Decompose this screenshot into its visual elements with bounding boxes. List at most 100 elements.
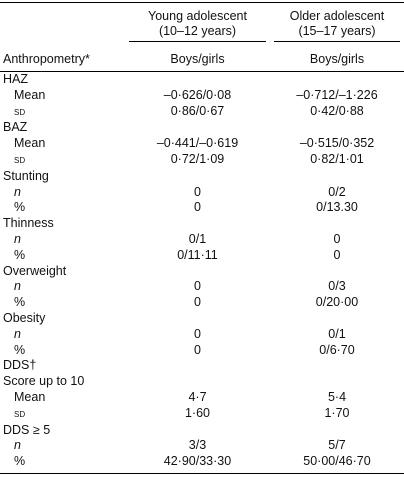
data-row: n 0 0/3: [0, 279, 404, 295]
cell: 0·82/1·01: [310, 152, 364, 167]
row-label-text: %: [14, 295, 26, 310]
empty-cell: [125, 72, 270, 88]
data-row: Mean 4·7 5·4: [0, 390, 404, 406]
subheader-row: Anthropometry* Boys/girls Boys/girls: [0, 42, 404, 72]
empty-cell: [125, 311, 270, 327]
row-label: Stunting: [0, 169, 125, 185]
cell: 0: [333, 231, 341, 246]
data-row: % 42·90/33·30 50·00/46·70: [0, 454, 404, 474]
empty-cell: [270, 72, 404, 88]
section-row: Obesity: [0, 311, 404, 327]
empty-cell: [270, 264, 404, 280]
empty-cell: [270, 311, 404, 327]
row-label-text: sd: [14, 407, 26, 420]
header-row: Young adolescent (10–12 years) Older adol…: [0, 2, 404, 42]
cell: 5·4: [327, 389, 347, 404]
cell: 1·70: [324, 406, 350, 421]
empty-cell: [270, 423, 404, 439]
empty-cell: [125, 216, 270, 232]
row-label-text: Stunting: [3, 168, 49, 183]
row-label: %: [0, 454, 125, 474]
column-title: Young adolescent: [148, 9, 247, 23]
data-table: Young adolescent (10–12 years) Older adol…: [0, 2, 404, 474]
cell: 0: [194, 326, 201, 341]
row-label-text: BAZ: [3, 120, 28, 135]
cell: –0·441/–0·619: [156, 136, 239, 151]
empty-cell: [270, 358, 404, 374]
row-label-text: %: [14, 247, 26, 262]
row-label-text: n: [14, 438, 21, 453]
row-label: %: [0, 248, 125, 264]
cell: –0·515/0·352: [299, 136, 375, 151]
empty-cell: [270, 216, 404, 232]
data-row: sd 0·86/0·67 0·42/0·88: [0, 104, 404, 121]
data-row: % 0/11·11 0: [0, 248, 404, 264]
cell: 0: [194, 184, 201, 199]
row-label-text: n: [14, 231, 21, 246]
row-label: sd: [0, 104, 125, 121]
cell: 0/3: [328, 279, 346, 294]
row-label: n: [0, 327, 125, 343]
data-row: sd 1·60 1·70: [0, 406, 404, 423]
data-row: sd 0·72/1·09 0·82/1·01: [0, 152, 404, 169]
empty-cell: [270, 120, 404, 136]
empty-cell: [125, 423, 270, 439]
data-row: n 0/1 0: [0, 232, 404, 248]
cell: 5/7: [328, 438, 346, 453]
column-title: Older adolescent: [289, 9, 385, 23]
row-label-text: %: [14, 454, 26, 469]
row-label: HAZ: [0, 72, 125, 88]
row-label-text: DDS ≥ 5: [3, 422, 51, 437]
row-label: Overweight: [0, 264, 125, 280]
cell: –0·712/–1·226: [296, 87, 378, 102]
row-label-text: DDS†: [3, 358, 37, 373]
row-label: n: [0, 279, 125, 295]
cell: 0/2: [328, 184, 346, 199]
data-row: % 0 0/20·00: [0, 295, 404, 311]
data-row: Mean –0·441/–0·619 –0·515/0·352: [0, 136, 404, 152]
row-label: Mean: [0, 390, 125, 406]
cell: 0·86/0·67: [170, 104, 225, 119]
row-label: %: [0, 200, 125, 216]
empty-cell: [125, 374, 270, 390]
section-row: DDS ≥ 5: [0, 423, 404, 439]
section-row: HAZ: [0, 72, 404, 88]
row-label: n: [0, 185, 125, 201]
row-label: Mean: [0, 88, 125, 104]
empty-cell: [125, 120, 270, 136]
cell: 3/3: [188, 438, 207, 453]
section-row: DDS†: [0, 358, 404, 374]
section-row: Overweight: [0, 264, 404, 280]
data-row: n 0 0/1: [0, 327, 404, 343]
data-row: % 0 0/6·70: [0, 343, 404, 359]
row-label-text: n: [14, 279, 21, 294]
empty-cell: [270, 374, 404, 390]
row-label-text: Mean: [14, 389, 46, 404]
row-label-text: Thinness: [3, 216, 54, 231]
cell: 0/1: [328, 326, 346, 341]
row-label: n: [0, 438, 125, 454]
data-row: % 0 0/13.30: [0, 200, 404, 216]
row-label: Thinness: [0, 216, 125, 232]
row-label: BAZ: [0, 120, 125, 136]
cell: 0: [194, 279, 201, 294]
row-label-text: Mean: [14, 136, 46, 151]
row-label-text: sd: [14, 105, 26, 118]
row-label-text: n: [14, 184, 21, 199]
data-row: n 0 0/2: [0, 185, 404, 201]
cell: 0/20·00: [315, 295, 359, 310]
empty-cell: [270, 169, 404, 185]
row-label: Obesity: [0, 311, 125, 327]
cell: 4·7: [188, 389, 207, 404]
subheader: Boys/girls: [125, 42, 270, 72]
empty-cell: [125, 358, 270, 374]
cell: 0·72/1·09: [170, 152, 225, 167]
cell: 0: [333, 247, 341, 262]
column-subtitle: (15–17 years): [298, 24, 376, 38]
cell: 0/11·11: [177, 247, 218, 262]
section-row: Stunting: [0, 169, 404, 185]
section-row: Score up to 10: [0, 374, 404, 390]
row-label-text: Score up to 10: [3, 374, 85, 389]
row-label: sd: [0, 406, 125, 423]
column-group: Older adolescent (15–17 years): [274, 9, 400, 42]
